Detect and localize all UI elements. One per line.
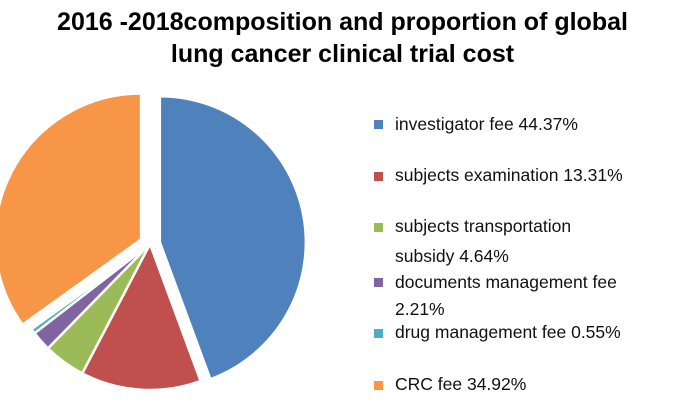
legend-swatch-documents-management [374, 278, 383, 287]
legend-label-documents-management-line-2: 2.21% [395, 299, 445, 319]
legend-label-drug-management: drug management fee 0.55% [395, 322, 621, 342]
chart-title-line-1: 2016 -2018composition and proportion of … [57, 8, 628, 36]
chart-title: 2016 -2018composition and proportion of … [0, 6, 685, 70]
pie-slice-investigator-fee [158, 94, 308, 381]
legend-label-subjects-transportation-line-2: subsidy 4.64% [395, 246, 509, 266]
legend-swatch-subjects-transportation [374, 223, 383, 232]
pie-slice-crc-fee [0, 92, 143, 326]
legend-swatch-drug-management [374, 329, 383, 338]
legend-swatch-subjects-examination [374, 172, 383, 181]
legend-label-crc-fee: CRC fee 34.92% [395, 374, 527, 394]
legend-label-documents-management-line-1: documents management fee [395, 272, 617, 292]
legend-label-subjects-transportation-line-1: subjects transportation [395, 216, 572, 236]
legend-label-subjects-examination: subjects examination 13.31% [395, 165, 623, 185]
chart-title-line-2: lung cancer clinical trial cost [170, 40, 515, 68]
legend-swatch-crc-fee [374, 381, 383, 390]
pie-slice-subjects-examination [81, 242, 202, 392]
legend-label-investigator-fee: investigator fee 44.37% [395, 114, 578, 134]
legend-swatch-investigator-fee [374, 120, 383, 129]
pie-slice-drug-management [30, 242, 152, 335]
